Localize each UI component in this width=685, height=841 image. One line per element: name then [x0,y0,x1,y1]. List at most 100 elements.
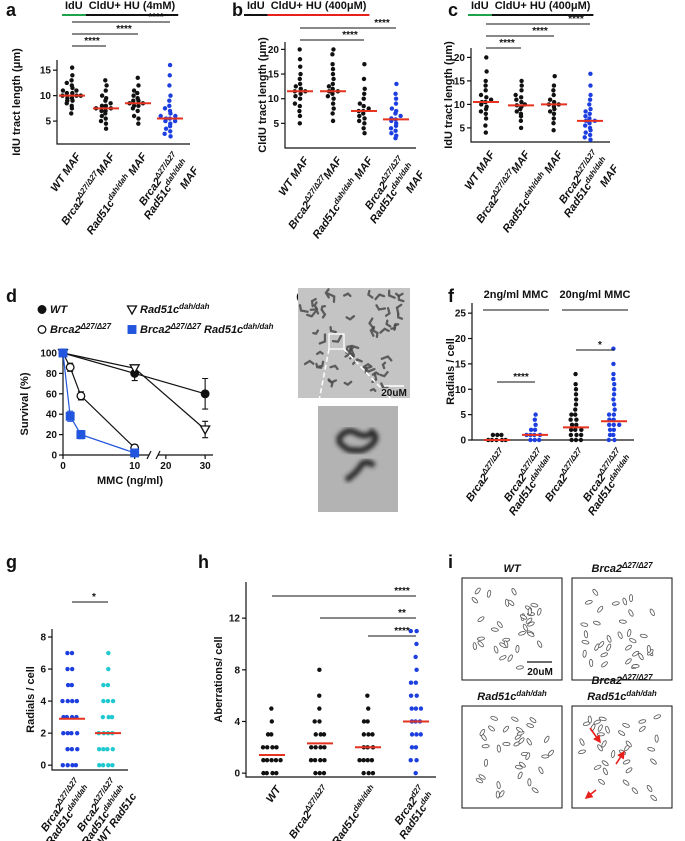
y-axis-label: Radials / cell [25,666,37,733]
data-point [330,101,336,106]
data-point [573,402,579,407]
chromosome [611,601,620,606]
label-part: Brca2 [140,324,171,336]
chromosome [380,382,389,389]
chromosome [381,361,387,370]
y-tick-label: 25 [455,309,467,320]
data-point [532,437,537,443]
data-point [611,402,617,407]
label-part: Brca2 [286,200,313,232]
data-point [269,706,274,711]
chromosome [646,784,653,792]
data-point [131,113,137,119]
data-point [495,432,500,438]
label-part: Δ27/Δ27 [80,322,112,331]
data-point [313,770,318,776]
data-point [309,745,314,750]
data-point [551,128,556,133]
label-line: Rad51cdah/dah [587,689,657,704]
data-point [317,693,322,698]
data-point [330,86,335,92]
data-point [414,641,419,647]
significance-label: ** [398,608,406,619]
data-point [414,732,419,737]
data-point [135,108,140,114]
y-tick-label: 80 [46,369,58,380]
data-point [574,417,579,422]
chromosome [342,292,352,298]
data-point [331,76,336,82]
data-point [519,99,524,105]
data-point [408,680,414,685]
data-point [260,745,266,750]
data-point [269,732,274,737]
arrow [584,789,597,799]
data-point [612,381,617,387]
chromosome [310,297,317,308]
data-point [322,745,327,750]
data-point [318,732,323,737]
chromosome [600,652,608,658]
chromosome [379,327,390,334]
data-point [484,95,489,100]
chromosome [374,293,386,301]
chromosome [622,597,628,606]
data-point [499,432,504,438]
data-point [172,118,178,124]
chromosome [638,726,646,732]
data-point [103,126,109,131]
chromosome [499,642,507,648]
data-point [583,113,588,119]
label-line: Brca2Δ27/Δ27 [592,561,654,576]
data-point [533,422,538,427]
chromosome [481,744,490,749]
data-point [298,86,303,92]
data-point [135,90,140,96]
label-line: WT MAF [463,149,498,192]
chromosome [602,767,608,776]
label-part: dah/dah [516,689,546,698]
data-point [105,698,111,704]
chromosome [313,301,319,311]
data-point [607,427,613,433]
label-part: dah/dah [521,170,546,200]
chromosome [499,790,505,798]
chromosome [397,312,404,320]
data-point [61,730,66,736]
y-tick-label: 10 [454,100,466,111]
y-tick-label: 5 [273,119,279,130]
chromosome [488,725,495,732]
label-part: dah/dah [105,172,130,202]
chromosome [502,725,510,733]
data-point [297,57,303,62]
chromosome [646,645,651,654]
chromosome [315,362,323,369]
data-point [64,80,69,86]
data-point [131,93,136,98]
data-point [362,91,367,96]
data-point [265,732,271,737]
significance-label: * [92,592,96,603]
chromosome [525,617,533,624]
chromosome [592,620,601,626]
zoom-chromosome [344,459,377,483]
label-part: MAF [540,149,565,178]
data-point [264,770,269,776]
data-point [64,90,70,96]
data-point [528,437,533,443]
label-line: Rad51cdah/dah [477,689,547,704]
chromosome [315,350,324,356]
chromosome [369,325,376,337]
label-part: Brca2 [464,472,491,504]
data-point [110,698,116,704]
chromosome [537,640,543,648]
data-point [269,719,275,724]
data-point [69,78,74,83]
data-point [361,719,367,724]
data-point [297,47,302,52]
chromosome [507,654,513,662]
chromosome [622,759,631,765]
label-part: WT MAF [463,149,498,192]
label-part: Brca2 [474,194,501,226]
